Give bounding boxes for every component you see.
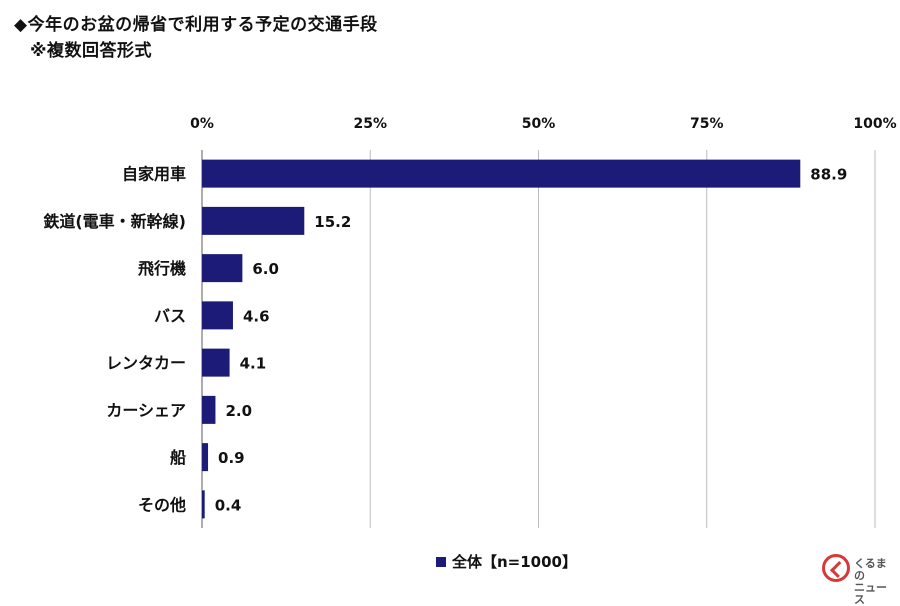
category-label: カーシェア	[106, 401, 186, 420]
category-label: 自家用車	[122, 165, 186, 184]
category-label: 鉄道(電車・新幹線)	[43, 212, 186, 231]
bar	[202, 348, 230, 377]
category-label: レンタカー	[106, 354, 186, 373]
data-label: 4.6	[243, 307, 270, 325]
data-label: 4.1	[240, 355, 267, 373]
bar	[202, 254, 243, 283]
watermark-text-line2: ニュース	[854, 581, 887, 606]
x-tick-label: 100%	[853, 116, 896, 132]
bar	[202, 395, 216, 424]
bar	[202, 443, 209, 472]
x-tick-label: 0%	[190, 116, 214, 132]
chart-title: ◆今年のお盆の帰省で利用する予定の交通手段	[14, 15, 378, 35]
category-label: その他	[138, 495, 186, 514]
category-label: 船	[170, 448, 186, 467]
data-label: 0.9	[218, 449, 245, 467]
x-tick-label: 25%	[353, 116, 387, 132]
category-label: 飛行機	[137, 259, 186, 278]
watermark-text: くるまの ニュース	[854, 558, 892, 606]
watermark-text-line1: くるまの	[854, 557, 887, 582]
data-label: 6.0	[252, 260, 279, 278]
data-label: 15.2	[314, 213, 351, 231]
x-tick-label: 50%	[522, 116, 556, 132]
bar	[202, 490, 205, 519]
legend-label: 全体【n=1000】	[451, 553, 577, 571]
data-label: 88.9	[810, 166, 847, 184]
bar	[202, 206, 305, 235]
bar	[202, 301, 233, 330]
data-label: 0.4	[215, 496, 242, 514]
x-tick-label: 75%	[690, 116, 724, 132]
watermark-logo: くるまの ニュース	[822, 550, 892, 606]
chart-subtitle: ※複数回答形式	[30, 41, 153, 61]
bar	[202, 159, 801, 188]
data-label: 2.0	[225, 402, 252, 420]
legend-swatch	[436, 557, 446, 567]
logo-icon	[822, 554, 850, 582]
category-label: バス	[154, 306, 186, 325]
